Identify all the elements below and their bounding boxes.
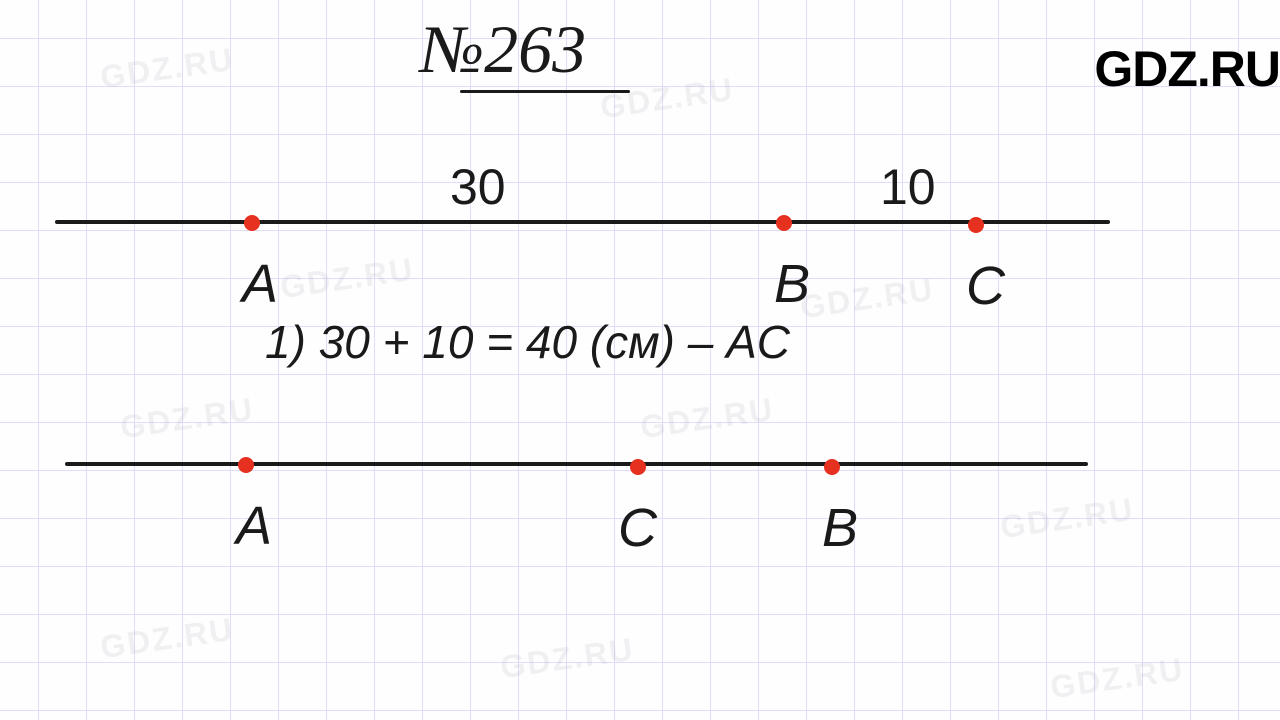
point-label-b-2: B [822, 497, 858, 559]
point-c-2 [630, 459, 646, 475]
point-a-2 [238, 457, 254, 473]
diagram1-line [55, 220, 1110, 224]
segment-label: 30 [450, 158, 506, 216]
point-c [968, 217, 984, 233]
point-label-b: B [774, 253, 810, 315]
problem-number: №263 [420, 10, 586, 89]
point-b [776, 215, 792, 231]
diagram2-line [65, 462, 1088, 466]
point-label-c: C [966, 255, 1005, 317]
number-value: 263 [484, 11, 586, 87]
point-b-2 [824, 459, 840, 475]
site-logo: GDZ.RU [1094, 40, 1280, 98]
equation-text: 1) 30 + 10 = 40 (см) – AC [265, 315, 790, 369]
point-a [244, 215, 260, 231]
title-underline [460, 90, 630, 93]
point-label-c-2: C [618, 497, 657, 559]
point-label-a: A [242, 253, 278, 315]
number-prefix: № [420, 11, 484, 87]
segment-label: 10 [880, 158, 936, 216]
point-label-a-2: A [236, 495, 272, 557]
